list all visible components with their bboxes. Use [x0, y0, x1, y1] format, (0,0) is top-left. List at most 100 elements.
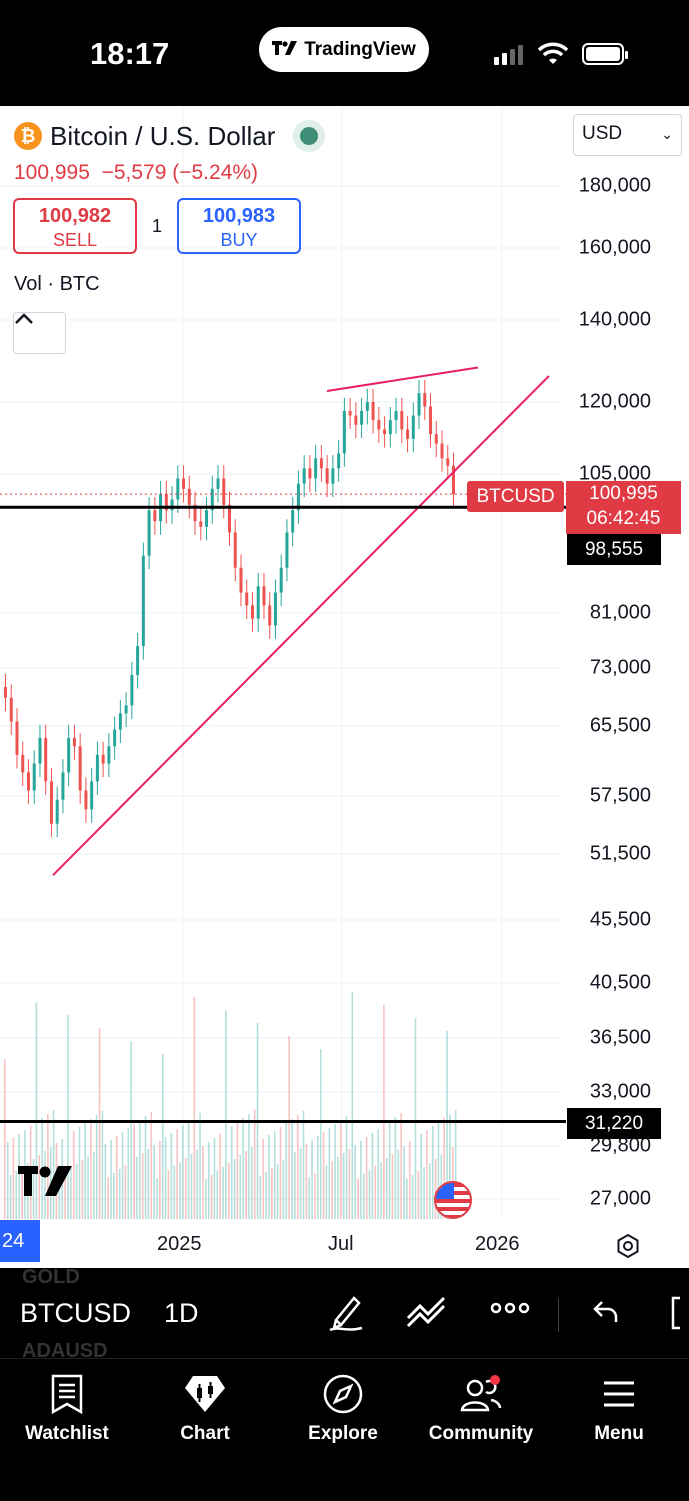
volume-bar: [199, 1113, 201, 1219]
last-price-value: 100,995: [589, 483, 658, 504]
candle: [325, 468, 329, 484]
volume-bar: [417, 1171, 420, 1219]
collapse-button[interactable]: [13, 312, 66, 354]
chevron-down-icon: ⌄: [661, 126, 673, 142]
buy-label: BUY: [220, 230, 258, 250]
volume-bar: [233, 1159, 236, 1219]
candle: [268, 605, 272, 626]
nav-watchlist[interactable]: Watchlist: [7, 1371, 127, 1445]
candle: [4, 687, 7, 698]
sell-button[interactable]: 100,982 SELL: [13, 198, 137, 254]
candle: [342, 410, 346, 454]
chevron-up-icon: [15, 313, 33, 324]
price-axis-label: 45,500: [589, 908, 651, 931]
volume-bar: [299, 1148, 302, 1219]
volume-bar: [107, 1177, 109, 1219]
watchlist-next-symbol[interactable]: ADAUSD: [22, 1340, 108, 1362]
us-flag-event-icon[interactable]: [434, 1181, 472, 1219]
nav-community[interactable]: Community: [421, 1371, 541, 1445]
trendline: [52, 375, 550, 876]
candle: [170, 499, 174, 511]
volume-bar: [213, 1138, 216, 1219]
last-price-tag: 100,995 06:42:45: [566, 481, 681, 534]
watchlist-prev-symbol[interactable]: GOLD: [22, 1266, 80, 1288]
volume-label[interactable]: Vol · BTC: [14, 273, 100, 295]
horizontal-line-tag[interactable]: 98,555: [567, 534, 661, 565]
nav-label: Menu: [594, 1423, 644, 1444]
volume-bar: [334, 1124, 336, 1219]
interval-button[interactable]: 1D: [164, 1298, 199, 1328]
compass-icon: [283, 1371, 403, 1417]
volume-bar: [12, 1138, 15, 1219]
volume-bar: [371, 1133, 374, 1219]
volume-bar: [170, 1133, 173, 1219]
menu-icon: [559, 1371, 679, 1417]
candle: [365, 402, 369, 411]
indicators-icon[interactable]: [406, 1292, 448, 1337]
volume-bar: [380, 1162, 382, 1219]
currency-select[interactable]: USD ⌄: [573, 114, 682, 156]
volume-bar: [279, 1127, 282, 1219]
drawing-pen-icon[interactable]: [328, 1292, 364, 1337]
horizontal-line-tag[interactable]: 31,220: [567, 1108, 661, 1139]
volume-bar: [322, 1132, 325, 1219]
chart-panel[interactable]: ₿ Bitcoin / U.S. Dollar 100,995 −5,579 (…: [0, 106, 689, 1268]
volume-bar: [259, 1176, 262, 1219]
volume-bar: [110, 1140, 112, 1219]
symbol-button[interactable]: BTCUSD: [20, 1298, 132, 1328]
volume-bar: [305, 1144, 308, 1219]
volume-bar: [78, 1127, 81, 1219]
volume-bar: [64, 1172, 66, 1219]
candle: [205, 510, 209, 527]
volume-bar: [285, 1123, 288, 1219]
volume-bar: [271, 1168, 273, 1219]
volume-bar: [147, 1149, 150, 1219]
price-chart[interactable]: [0, 106, 689, 1268]
volume-bar: [348, 1149, 351, 1219]
change-value: −5,579 (−5.24%): [101, 161, 259, 184]
volume-bar: [400, 1113, 402, 1219]
sell-price: 100,982: [38, 205, 112, 227]
symbol-header[interactable]: ₿ Bitcoin / U.S. Dollar: [14, 120, 326, 152]
last-price: 100,995: [14, 161, 90, 184]
toolbar-divider: [558, 1298, 559, 1332]
candle: [319, 458, 323, 469]
price-axis-label: 105,000: [578, 462, 651, 485]
volume-bar: [228, 1163, 230, 1219]
volume-bar: [374, 1166, 377, 1219]
volume-bar: [47, 1114, 49, 1219]
volume-bar: [4, 1059, 6, 1219]
time-axis-label: Jul: [328, 1233, 354, 1255]
more-icon[interactable]: [490, 1300, 530, 1321]
nav-chart[interactable]: Chart: [145, 1371, 265, 1445]
nav-explore[interactable]: Explore: [283, 1371, 403, 1445]
volume-bar: [182, 1125, 184, 1219]
tradingview-pill[interactable]: TradingView: [259, 27, 429, 72]
price-axis-label: 36,500: [589, 1026, 651, 1049]
volume-bar: [311, 1140, 313, 1219]
candle: [118, 713, 122, 730]
symbol-name[interactable]: Bitcoin / U.S. Dollar: [50, 120, 276, 151]
volume-bar: [397, 1150, 400, 1219]
volume-bar: [368, 1170, 371, 1219]
time-axis-label: 2025: [157, 1233, 202, 1255]
undo-icon[interactable]: [592, 1298, 620, 1329]
time-cursor-tag: 24: [0, 1220, 40, 1262]
volume-bar: [32, 1159, 35, 1219]
fullscreen-icon[interactable]: [668, 1296, 689, 1335]
price-axis-label: 180,000: [578, 174, 651, 197]
volume-bar: [67, 1015, 69, 1219]
nav-menu[interactable]: Menu: [559, 1371, 679, 1445]
volume-bar: [265, 1172, 267, 1219]
tradingview-logo-icon: [272, 39, 298, 60]
volume-bar: [314, 1173, 316, 1219]
candle: [239, 567, 243, 593]
candle: [377, 420, 381, 430]
buy-button[interactable]: 100,983 BUY: [177, 198, 301, 254]
candle: [199, 521, 203, 527]
volume-bar: [317, 1136, 319, 1219]
volume-bar: [156, 1178, 158, 1219]
volume-bar: [90, 1119, 92, 1219]
candle: [388, 420, 392, 435]
volume-bar: [245, 1151, 247, 1219]
